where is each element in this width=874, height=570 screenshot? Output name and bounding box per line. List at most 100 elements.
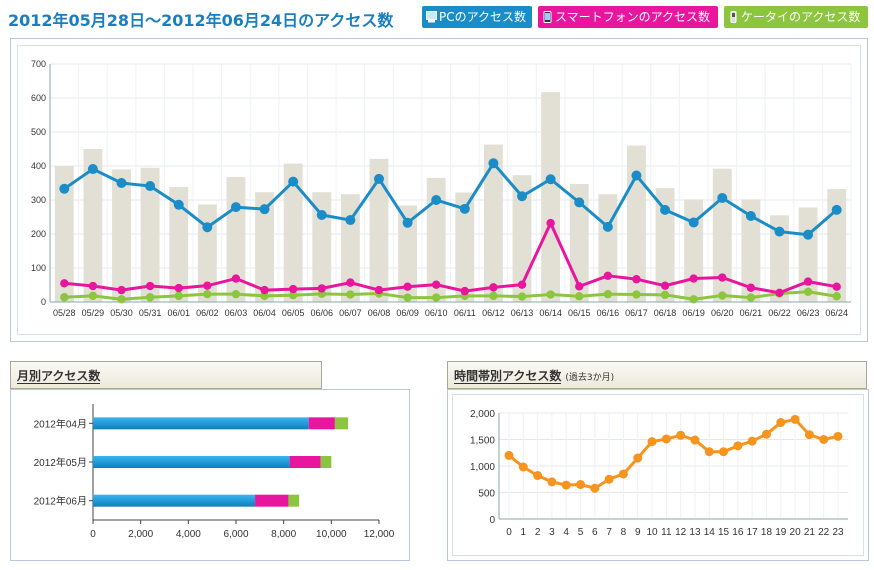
- data-point: [145, 293, 155, 302]
- daily-total-bar: [541, 92, 561, 302]
- data-point: [173, 199, 184, 210]
- x-tick-label: 11: [661, 527, 672, 538]
- data-point: [602, 221, 613, 232]
- stacked-bar-segment: [289, 456, 321, 468]
- monthly-tab: 月別アクセス数: [10, 361, 322, 389]
- data-point: [288, 291, 298, 300]
- data-point: [660, 204, 671, 215]
- daily-total-bar: [54, 166, 74, 302]
- x-tick-label: 22: [818, 527, 830, 538]
- x-tick-label: 05/31: [139, 308, 162, 318]
- data-point: [203, 281, 212, 290]
- data-point: [631, 170, 642, 181]
- data-point: [746, 293, 756, 302]
- data-point: [504, 450, 514, 460]
- pc-legend-label: PCのアクセス数: [439, 10, 527, 24]
- x-tick-label: 06/02: [196, 308, 219, 318]
- data-point: [117, 295, 126, 304]
- x-tick-label: 06/05: [282, 308, 305, 318]
- data-point: [719, 447, 729, 457]
- data-point: [745, 210, 756, 221]
- data-point: [660, 290, 670, 300]
- data-point: [288, 284, 298, 294]
- x-tick-label: 06/21: [740, 308, 763, 318]
- smartphone-icon: [542, 8, 553, 23]
- x-tick-label: 10,000: [316, 529, 347, 540]
- data-point: [831, 204, 842, 215]
- category-label: 2012年06月: [34, 495, 87, 508]
- data-point: [117, 285, 126, 295]
- data-point: [547, 477, 557, 487]
- monthly-chart-panel: 0 2,000 4,000 6,000 8,000 10,000 12,000 2012年04…: [10, 389, 410, 561]
- data-point: [660, 281, 670, 290]
- data-point: [518, 462, 528, 472]
- x-tick-label: 06/13: [511, 308, 534, 318]
- data-point: [259, 204, 270, 215]
- data-point: [689, 295, 698, 304]
- data-point: [546, 290, 555, 299]
- data-point: [603, 289, 613, 299]
- data-point: [804, 430, 814, 440]
- data-point: [288, 176, 299, 187]
- stacked-bar-segment: [334, 417, 349, 430]
- daily-total-bar: [598, 194, 618, 302]
- data-point: [690, 435, 700, 445]
- y-tick-label: 700: [31, 59, 46, 69]
- data-point: [618, 469, 628, 479]
- y-tick-label: 2,000: [470, 409, 495, 420]
- x-tick-label: 05/30: [110, 308, 133, 318]
- x-tick-label: 4,000: [176, 529, 201, 540]
- data-point: [747, 436, 757, 446]
- y-tick-label: 500: [478, 489, 495, 500]
- data-point: [60, 279, 69, 288]
- data-point: [460, 286, 470, 296]
- y-tick-label: 1,500: [470, 436, 495, 447]
- x-tick-label: 06/20: [711, 308, 734, 318]
- daily-total-bar: [83, 149, 103, 302]
- mobile-access-legend-button[interactable]: ケータイのアクセス数: [724, 6, 868, 28]
- data-point: [833, 431, 843, 441]
- daily-total-bar: [226, 176, 246, 302]
- data-point: [561, 480, 571, 490]
- daily-total-bar: [283, 163, 303, 302]
- data-point: [575, 282, 584, 291]
- x-tick-label: 0: [506, 527, 512, 538]
- data-point: [661, 434, 671, 444]
- smartphone-access-legend-button[interactable]: スマートフォンのアクセス数: [538, 6, 718, 28]
- data-point: [546, 218, 555, 228]
- data-point: [590, 483, 600, 493]
- data-point: [575, 292, 584, 301]
- data-point: [832, 282, 841, 291]
- x-tick-label: 06/06: [311, 308, 334, 318]
- series-line: [64, 290, 837, 301]
- hourly-title: 時間帯別アクセス数: [454, 369, 562, 384]
- category-label: 2012年05月: [34, 456, 87, 469]
- data-point: [403, 293, 412, 302]
- stacked-bar-segment: [93, 494, 256, 507]
- mobile-legend-label: ケータイのアクセス数: [741, 10, 861, 24]
- x-tick-label: 06/22: [768, 308, 791, 318]
- data-point: [488, 158, 499, 169]
- x-tick-label: 06/23: [797, 308, 820, 318]
- data-point: [145, 281, 155, 291]
- data-point: [761, 429, 771, 439]
- x-tick-label: 06/08: [368, 308, 391, 318]
- daily-total-bar: [369, 158, 389, 302]
- daily-total-bar: [655, 188, 675, 302]
- data-point: [346, 278, 355, 287]
- daily-total-bar: [827, 189, 847, 302]
- data-point: [717, 192, 728, 203]
- x-tick-label: 12,000: [364, 529, 395, 540]
- data-point: [819, 435, 829, 444]
- data-point: [174, 283, 183, 293]
- data-point: [231, 274, 241, 283]
- x-tick-label: 3: [549, 527, 555, 538]
- smartphone-legend-label: スマートフォンのアクセス数: [555, 10, 711, 24]
- x-tick-label: 06/14: [539, 308, 562, 318]
- pc-access-legend-button[interactable]: PCのアクセス数: [422, 6, 532, 28]
- data-point: [647, 437, 657, 447]
- monthly-access-chart: 0 2,000 4,000 6,000 8,000 10,000 12,000 2012年04…: [34, 404, 395, 540]
- hourly-note: (過去3か月): [565, 373, 615, 383]
- x-tick-label: 17: [747, 527, 759, 538]
- data-point: [489, 283, 498, 292]
